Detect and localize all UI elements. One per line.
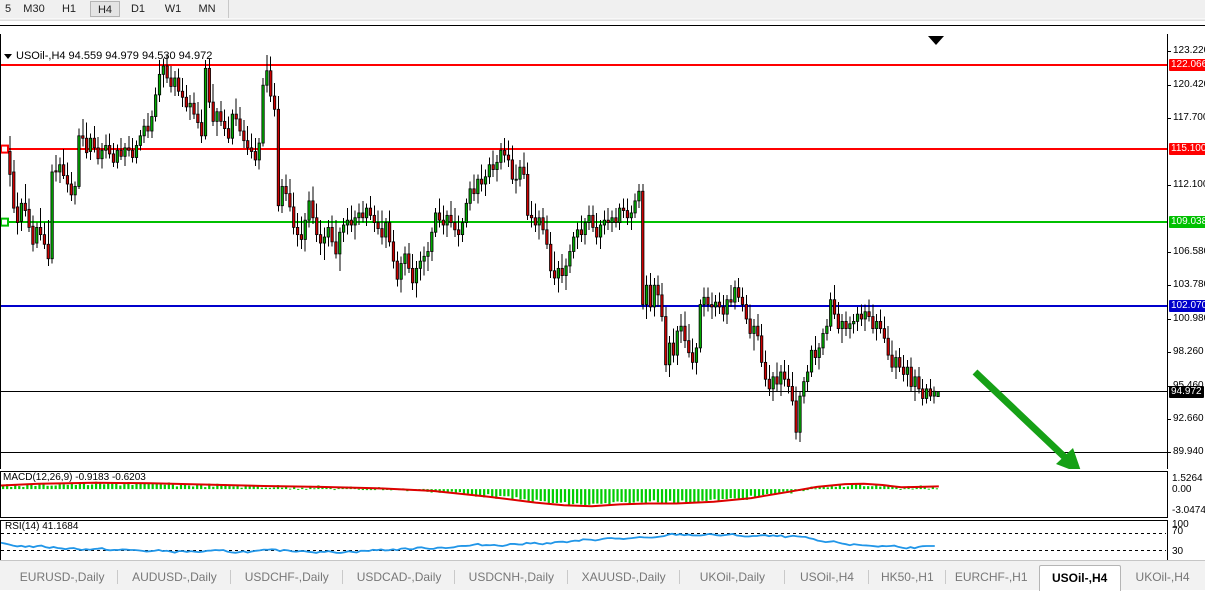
chart-tab-usdcnh-daily[interactable]: USDCNH-,Daily bbox=[468, 570, 554, 584]
rsi-pane[interactable] bbox=[0, 520, 1167, 564]
tab-separator bbox=[229, 570, 231, 584]
price-tick bbox=[1168, 452, 1171, 454]
price-tick bbox=[1168, 351, 1171, 353]
rsi-scale: 100 70 30 bbox=[1167, 519, 1205, 564]
titlebar-gradient bbox=[0, 18, 1205, 21]
chart-tab-usoil-h4[interactable]: USOil-,H4 bbox=[1038, 565, 1121, 591]
price-tick bbox=[1168, 51, 1171, 53]
price-tick bbox=[1168, 117, 1171, 119]
rsi-scale-label: 30 bbox=[1172, 546, 1184, 557]
last-price-badge: 94.972 bbox=[1169, 385, 1204, 398]
price-tick-label: 100.980 bbox=[1173, 313, 1205, 325]
price-tick-label: 123.220 bbox=[1173, 45, 1205, 57]
toolbar-separator bbox=[228, 0, 229, 18]
timeframe-mn[interactable]: MN bbox=[198, 3, 216, 15]
quote-collapse-icon[interactable] bbox=[4, 53, 12, 59]
price-tick-label: 103.780 bbox=[1173, 279, 1205, 291]
price-tick bbox=[1168, 185, 1171, 187]
tab-separator bbox=[867, 570, 869, 584]
tab-separator bbox=[454, 570, 456, 584]
price-tick-label: 120.420 bbox=[1173, 78, 1205, 90]
price-tick bbox=[1168, 285, 1171, 287]
chart-tab-hk50-h1[interactable]: HK50-,H1 bbox=[880, 570, 934, 584]
rsi-scale-label: 70 bbox=[1172, 526, 1184, 537]
price-tick bbox=[1168, 319, 1171, 321]
timeframe-m30[interactable]: M30 bbox=[23, 3, 45, 15]
chart-tab-bar[interactable]: EURUSD-,Daily AUDUSD-,Daily USDCHF-,Daily U… bbox=[0, 560, 1205, 591]
price-tick bbox=[1168, 251, 1171, 253]
macd-chart bbox=[1, 481, 939, 508]
chart-tab-ukoil-h4[interactable]: UKOil-,H4 bbox=[1135, 570, 1190, 584]
tab-separator bbox=[341, 570, 343, 584]
price-level-badge-support-1[interactable]: 109.038 bbox=[1169, 216, 1205, 229]
chart-tab-eurusd-daily[interactable]: EURUSD-,Daily bbox=[19, 570, 105, 584]
price-tick-label: 89.940 bbox=[1173, 446, 1204, 458]
price-level-badge-pivot-1[interactable]: 102.070 bbox=[1169, 300, 1205, 313]
rsi-chart bbox=[1, 532, 1166, 554]
price-pane[interactable] bbox=[0, 34, 1167, 469]
chart-tab-ukoil-daily[interactable]: UKOil-,Daily bbox=[699, 570, 766, 584]
price-pane-border bbox=[0, 34, 1167, 469]
tab-separator bbox=[678, 570, 680, 584]
tab-separator bbox=[944, 570, 946, 584]
price-tick-label: 112.100 bbox=[1173, 179, 1205, 191]
price-tick bbox=[1168, 419, 1171, 421]
price-tick-label: 117.700 bbox=[1173, 111, 1205, 123]
timeframe-w1[interactable]: W1 bbox=[164, 3, 182, 15]
rsi-scale-label: 100 bbox=[1172, 519, 1189, 530]
macd-pane[interactable] bbox=[0, 471, 1167, 518]
timeframe-h1[interactable]: H1 bbox=[61, 3, 77, 15]
macd-scale-label: 1.5264 bbox=[1172, 473, 1203, 484]
chart-tab-usdchf-daily[interactable]: USDCHF-,Daily bbox=[244, 570, 329, 584]
price-tick-label: 95.460 bbox=[1173, 380, 1204, 391]
timeframe-5[interactable]: 5 bbox=[4, 3, 12, 15]
candlestick-chart bbox=[0, 55, 1167, 469]
timeframe-d1[interactable]: D1 bbox=[130, 3, 146, 15]
chart-tab-usoil-h4[interactable]: USOil-,H4 bbox=[799, 570, 854, 584]
price-tick bbox=[1168, 84, 1171, 86]
price-tick-label: 92.660 bbox=[1173, 413, 1204, 425]
timeframe-h4[interactable]: H4 bbox=[90, 1, 120, 17]
chart-tab-xauusd-daily[interactable]: XAUUSD-,Daily bbox=[581, 570, 666, 584]
timeframe-toolbar[interactable]: 5 M30 H1 H4 D1 W1 MN bbox=[0, 0, 1205, 19]
chart-window: USOil-,H4 94.559 94.979 94.530 94.972 12… bbox=[0, 18, 1205, 589]
price-tick-label: 106.580 bbox=[1173, 245, 1205, 257]
macd-label: MACD(12,26,9) -0.9183 -0.6203 bbox=[3, 472, 146, 483]
macd-scale-label: 0.00 bbox=[1172, 484, 1192, 495]
price-level-badge-resistance-2[interactable]: 115.100 bbox=[1169, 143, 1205, 156]
rsi-label: RSI(14) 41.1684 bbox=[5, 521, 79, 532]
chart-tab-audusd-daily[interactable]: AUDUSD-,Daily bbox=[132, 570, 217, 584]
price-scale[interactable]: 123.220 120.420 117.700 112.100 106.580 103.7… bbox=[1167, 34, 1205, 469]
quote-text: USOil-,H4 94.559 94.979 94.530 94.972 bbox=[16, 50, 213, 62]
chart-tab-usdcad-daily[interactable]: USDCAD-,Daily bbox=[356, 570, 442, 584]
chart-marker-triangle-icon bbox=[928, 36, 944, 45]
tab-separator bbox=[566, 570, 568, 584]
macd-scale: 1.5264 0.00 -3.0474 bbox=[1167, 471, 1205, 518]
tab-separator bbox=[784, 570, 785, 584]
macd-scale-label: -3.0474 bbox=[1172, 505, 1205, 516]
price-tick-label: 98.260 bbox=[1173, 345, 1204, 357]
price-level-badge-resistance-1[interactable]: 122.066 bbox=[1169, 59, 1205, 72]
chart-tab-eurchf-h1[interactable]: EURCHF-,H1 bbox=[954, 570, 1028, 584]
chart-plot-frame: USOil-,H4 94.559 94.979 94.530 94.972 12… bbox=[0, 25, 1205, 589]
tab-separator bbox=[117, 570, 119, 584]
quote-line: USOil-,H4 94.559 94.979 94.530 94.972 bbox=[4, 50, 212, 63]
